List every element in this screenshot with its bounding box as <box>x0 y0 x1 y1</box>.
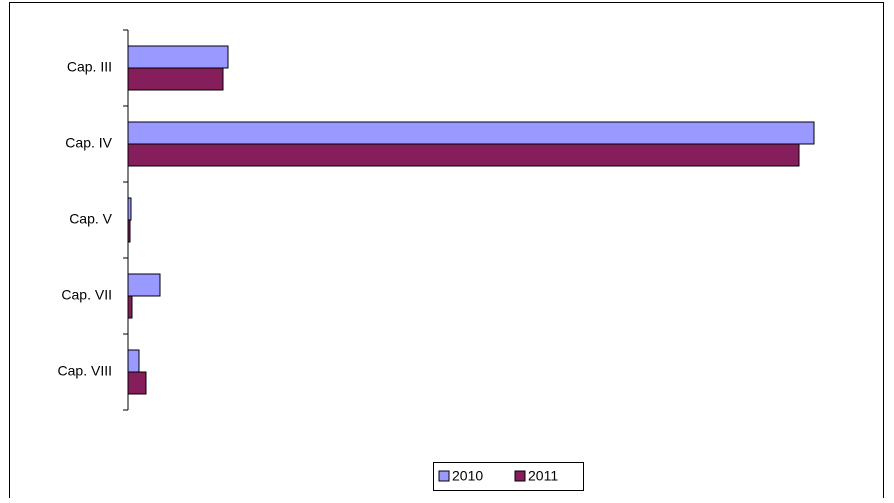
y-tick-label: Cap. V <box>69 211 112 227</box>
y-tick-label: Cap. VII <box>61 287 112 303</box>
y-tick-label: Cap. VIII <box>58 363 112 379</box>
bar <box>127 349 140 373</box>
bar <box>127 143 800 167</box>
bar <box>127 371 147 395</box>
bar <box>127 67 224 91</box>
bar <box>127 45 229 69</box>
bar <box>127 121 815 145</box>
legend-label: 2011 <box>528 468 558 484</box>
legend-swatch <box>514 470 526 482</box>
legend-label: 2010 <box>452 468 483 484</box>
y-tick-label: Cap. III <box>67 59 112 75</box>
bar <box>127 273 161 297</box>
bar <box>127 295 133 319</box>
legend-swatch <box>438 470 450 482</box>
legend-box <box>433 462 584 491</box>
y-tick-label: Cap. IV <box>65 135 112 151</box>
